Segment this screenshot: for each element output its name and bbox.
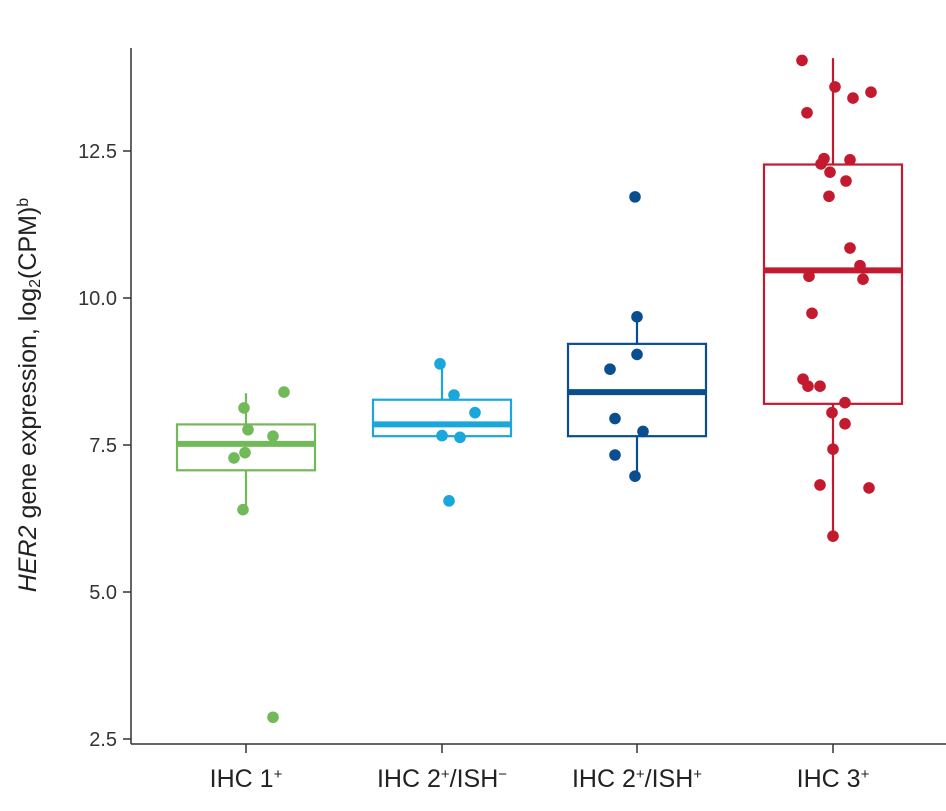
- data-point: [237, 503, 249, 516]
- box: [762, 163, 904, 405]
- x-tick-label: IHC 2+/ISH+: [572, 765, 702, 793]
- data-point: [434, 358, 446, 370]
- y-tick-label: 7.5: [89, 435, 117, 457]
- data-point: [802, 380, 814, 393]
- x-tick-label: IHC 2+/ISH−: [377, 765, 507, 793]
- data-point: [814, 380, 826, 393]
- data-point: [239, 446, 251, 459]
- data-point: [609, 449, 621, 461]
- data-point: [863, 482, 875, 494]
- x-tick-label-sup: +: [274, 766, 283, 783]
- x-tick-label-part: IHC 3: [797, 765, 861, 793]
- data-point: [267, 711, 279, 724]
- axes: 2.5 5.0 7.5 10.0 12.5: [78, 48, 946, 753]
- data-point: [815, 158, 827, 170]
- data-point: [854, 259, 866, 272]
- y-tick-label: 2.5: [89, 729, 117, 751]
- x-tick-label: IHC 1+: [210, 765, 283, 793]
- x-tick-label-part: IHC 2: [377, 765, 441, 793]
- data-point: [278, 386, 290, 398]
- data-point: [267, 430, 279, 442]
- y-axis-label-part: b: [15, 198, 32, 207]
- data-point: [469, 406, 481, 419]
- data-point: [844, 242, 856, 254]
- data-point: [839, 418, 851, 430]
- x-tick-label-sup: +: [441, 766, 450, 783]
- group-3: [566, 191, 708, 482]
- x-tick-label: IHC 3+: [797, 765, 870, 793]
- boxes: [175, 54, 904, 724]
- y-tick-label: 12.5: [78, 141, 117, 163]
- x-tick-label-sup: −: [498, 766, 507, 783]
- data-point: [806, 307, 818, 320]
- data-point: [827, 530, 839, 542]
- data-point: [629, 470, 641, 482]
- data-point: [629, 191, 641, 203]
- data-point: [609, 412, 621, 425]
- group-4: [762, 54, 904, 542]
- y-axis-label-part: (CPM): [14, 207, 42, 279]
- data-point: [631, 311, 643, 323]
- data-point: [840, 175, 852, 187]
- data-point: [865, 86, 877, 98]
- data-point: [454, 431, 466, 444]
- y-axis-label-part: gene expression, log: [14, 288, 42, 526]
- data-point: [814, 479, 826, 491]
- y-axis-label-part: 2: [27, 279, 44, 288]
- x-tick-label-part: IHC 2: [572, 765, 636, 793]
- x-tick-label-part: IHC 1: [210, 765, 274, 793]
- data-point: [857, 273, 869, 285]
- data-point: [436, 429, 448, 442]
- data-point: [238, 402, 250, 414]
- data-point: [448, 389, 460, 401]
- data-point: [796, 54, 808, 67]
- x-tick-label-sup: +: [861, 766, 870, 783]
- y-axis-label-part: HER2: [14, 525, 42, 592]
- data-point: [823, 190, 835, 203]
- data-point: [824, 166, 836, 178]
- data-point: [228, 452, 240, 464]
- group-2: [371, 358, 513, 507]
- data-point: [631, 348, 643, 361]
- data-point: [637, 425, 649, 438]
- data-point: [443, 495, 455, 507]
- y-tick-label: 5.0: [89, 582, 117, 604]
- y-axis-label: HER2 gene expression, log2(CPM)b: [14, 198, 44, 592]
- data-point: [826, 406, 838, 419]
- y-tick-label: 10.0: [78, 288, 117, 310]
- x-tick-label-sup: +: [693, 766, 702, 783]
- data-point: [604, 363, 616, 375]
- data-point: [844, 154, 856, 166]
- data-point: [839, 396, 851, 409]
- data-point: [847, 92, 859, 104]
- x-tick-label-sup: +: [636, 766, 645, 783]
- x-tick-label-part: /ISH: [450, 765, 499, 793]
- x-tick-label-part: /ISH: [645, 765, 694, 793]
- group-1: [175, 386, 317, 724]
- data-point: [242, 423, 254, 436]
- data-point: [829, 81, 841, 93]
- data-point: [801, 106, 813, 119]
- data-point: [803, 270, 815, 283]
- data-point: [827, 443, 839, 455]
